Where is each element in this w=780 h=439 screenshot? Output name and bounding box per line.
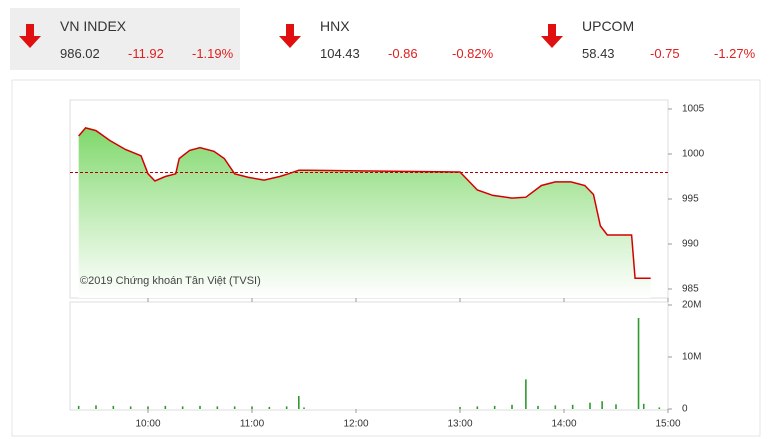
volume-bar (112, 405, 115, 409)
chart-frame (11, 79, 761, 437)
down-arrow (541, 24, 563, 48)
index-name: VN INDEX (60, 18, 127, 34)
volume-bar (298, 396, 300, 409)
index-box[interactable]: VN INDEX 986.02 -11.92 -1.19% (10, 8, 240, 70)
volume-bar (77, 405, 80, 409)
volume-bar (658, 407, 661, 409)
volume-bar (537, 405, 539, 409)
index-percent: -1.27% (714, 46, 756, 61)
x-tick-label: 15:00 (655, 419, 680, 430)
index-value: 986.02 (60, 46, 100, 61)
x-tick-label: 14:00 (551, 419, 576, 430)
volume-bar (95, 405, 97, 409)
price-area (78, 127, 651, 299)
down-arrow (19, 24, 41, 48)
volume-bar (303, 407, 305, 409)
x-tick-label: 11:00 (240, 419, 265, 430)
volume-bar (615, 404, 617, 409)
x-tick-label: 10:00 (135, 419, 160, 430)
y-tick-label: 990 (682, 239, 699, 250)
down-arrow (279, 24, 301, 48)
x-tick-label: 12:00 (343, 419, 368, 430)
index-percent: -1.19% (192, 46, 234, 61)
volume-bar (181, 406, 184, 409)
volume-bar (642, 403, 645, 409)
volume-bar (525, 379, 527, 409)
y-tick-label: 985 (682, 284, 699, 295)
index-box[interactable]: UPCOM 58.43 -0.75 -1.27% (532, 8, 762, 70)
volume-bar (589, 402, 591, 409)
index-percent: -0.82% (452, 46, 494, 61)
index-value: 58.43 (582, 46, 615, 61)
volume-panel (69, 301, 669, 411)
y-tick-label: 0 (682, 404, 688, 415)
volume-bar (511, 404, 513, 409)
volume-bar (216, 406, 219, 409)
y-tick-label: 10M (682, 352, 701, 363)
index-name: UPCOM (582, 18, 635, 34)
volume-bar (637, 318, 640, 409)
volume-bar (164, 405, 167, 409)
volume-bar (285, 406, 288, 409)
index-box[interactable]: HNX 104.43 -0.86 -0.82% (270, 8, 500, 70)
y-tick-label: 20M (682, 300, 701, 311)
volume-bar (476, 406, 479, 409)
volume-bar (129, 406, 132, 409)
volume-bar (493, 405, 496, 409)
index-value: 104.43 (320, 46, 360, 61)
index-name: HNX (320, 18, 350, 34)
volume-bar (554, 405, 557, 409)
volume-bar (268, 406, 271, 409)
price-line (78, 127, 651, 279)
volume-bar (251, 406, 253, 409)
volume-bar (147, 406, 149, 409)
y-tick-label: 995 (682, 194, 699, 205)
x-tick-label: 13:00 (447, 419, 472, 430)
index-change: -11.92 (128, 46, 164, 61)
volume-bar (199, 405, 201, 409)
index-change: -0.86 (388, 46, 418, 61)
volume-bar (233, 406, 236, 409)
volume-bar (571, 404, 574, 409)
index-change: -0.75 (650, 46, 680, 61)
y-tick-label: 1000 (682, 149, 705, 160)
volume-bar (459, 406, 461, 409)
y-tick-label: 1005 (682, 104, 705, 115)
annotation: ©2019 Chứng khoán Tân Việt (TVSI) (80, 275, 261, 287)
volume-bar (601, 401, 603, 409)
